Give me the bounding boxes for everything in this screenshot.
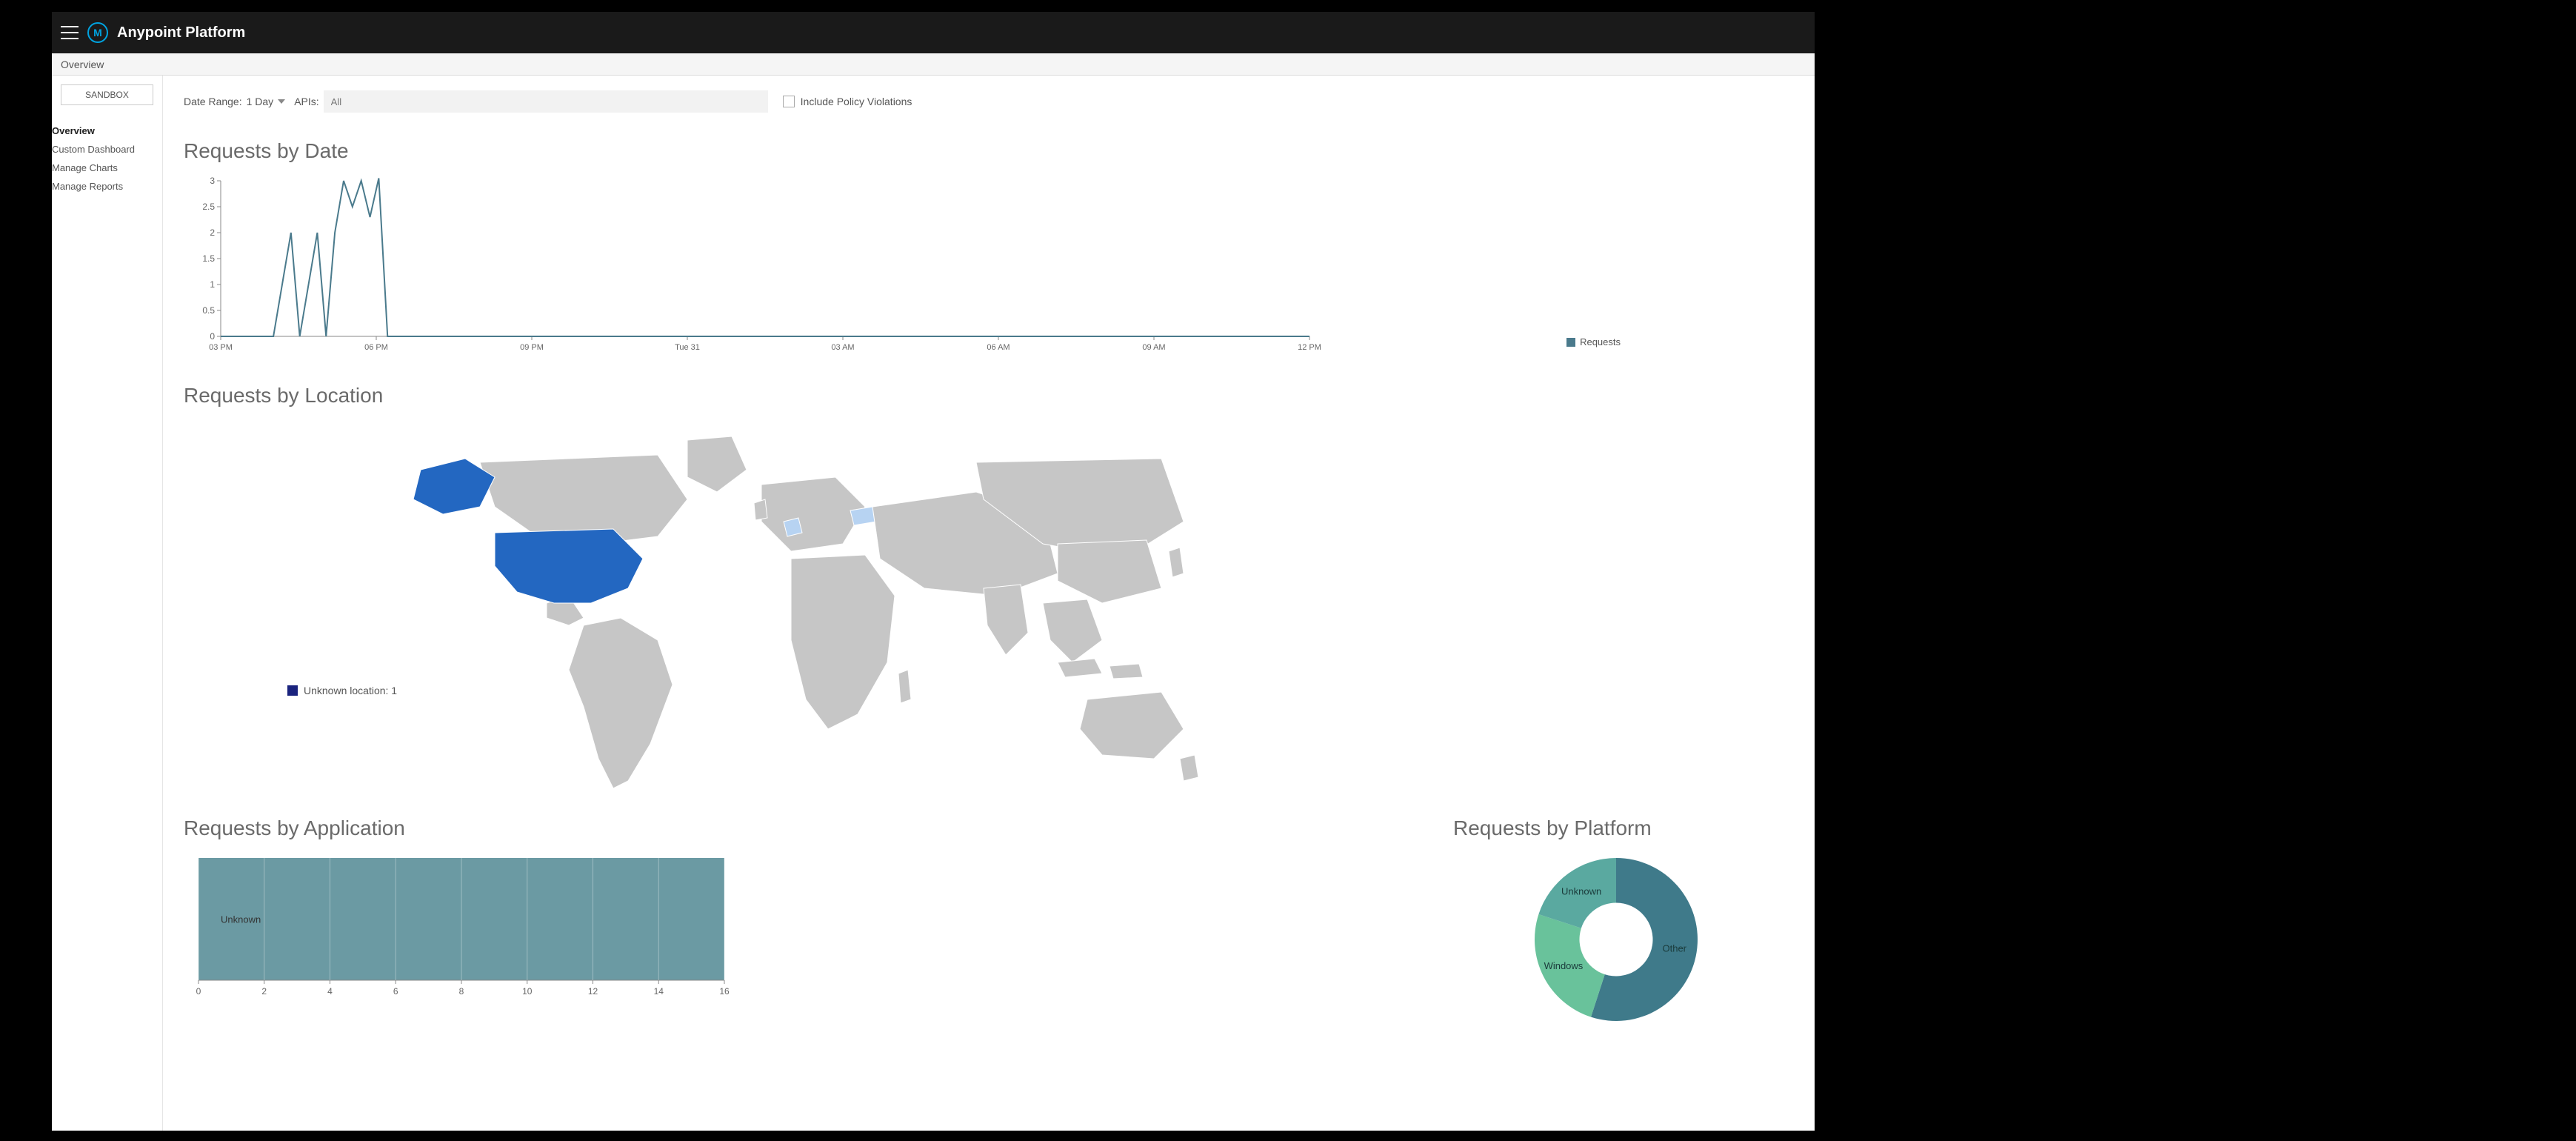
date-range-label: Date Range:: [184, 96, 242, 107]
requests-by-platform-chart: Other Windows Unknown: [1527, 851, 1705, 1028]
svg-text:09 PM: 09 PM: [520, 343, 544, 352]
breadcrumb-label: Overview: [61, 59, 104, 70]
svg-text:06 PM: 06 PM: [364, 343, 388, 352]
date-range-value: 1 Day: [247, 96, 274, 107]
svg-text:Unknown: Unknown: [1561, 885, 1601, 897]
svg-text:Tue 31: Tue 31: [675, 343, 700, 352]
environment-selector[interactable]: SANDBOX: [61, 84, 153, 105]
svg-text:16: 16: [719, 986, 730, 997]
sidebar-item-manage-charts[interactable]: Manage Charts: [52, 159, 162, 177]
legend-requests: Requests: [1566, 336, 1621, 347]
svg-text:09 AM: 09 AM: [1142, 343, 1165, 352]
svg-text:14: 14: [654, 986, 664, 997]
svg-text:12: 12: [588, 986, 598, 997]
svg-text:12 PM: 12 PM: [1298, 343, 1321, 352]
svg-text:2: 2: [261, 986, 267, 997]
date-range-selector[interactable]: Date Range: 1 Day: [184, 96, 285, 107]
logo-icon: M: [87, 22, 108, 43]
svg-text:1: 1: [210, 279, 215, 290]
legend-swatch: [287, 685, 298, 696]
checkbox-label: Include Policy Violations: [801, 96, 912, 107]
svg-text:1.5: 1.5: [202, 253, 215, 264]
apis-filter: APIs:: [294, 90, 767, 113]
svg-text:03 AM: 03 AM: [831, 343, 854, 352]
svg-text:03 PM: 03 PM: [209, 343, 233, 352]
svg-text:2: 2: [210, 227, 215, 238]
requests-by-application-chart: Unknown 0 2 4 6 8 10 12 14 16: [184, 851, 732, 999]
svg-text:3: 3: [210, 176, 215, 186]
svg-text:4: 4: [327, 986, 333, 997]
section-title-requests-by-location: Requests by Location: [184, 384, 1794, 408]
chevron-down-icon: [278, 99, 285, 104]
sidebar: SANDBOX OverviewCustom DashboardManage C…: [52, 76, 163, 1131]
app-title: Anypoint Platform: [117, 24, 245, 41]
svg-text:0: 0: [210, 331, 215, 342]
requests-by-location-map: Unknown location: 1: [273, 418, 1206, 803]
section-title-requests-by-platform: Requests by Platform: [1453, 816, 1794, 840]
section-title-requests-by-application: Requests by Application: [184, 816, 732, 840]
svg-text:2.5: 2.5: [202, 202, 215, 212]
svg-text:0: 0: [196, 986, 201, 997]
apis-label: APIs:: [294, 96, 318, 107]
sidebar-item-overview[interactable]: Overview: [52, 122, 162, 140]
svg-text:8: 8: [459, 986, 464, 997]
svg-text:06 AM: 06 AM: [987, 343, 1010, 352]
apis-input[interactable]: [324, 90, 768, 113]
requests-by-date-chart: 0 0.5 1 1.5 2 2.5 3 03 PM 06 PM 09 PM Tue 31 03 AM 0…: [184, 173, 1324, 359]
topbar: M Anypoint Platform: [52, 12, 1815, 53]
section-title-requests-by-date: Requests by Date: [184, 139, 1794, 163]
svg-text:6: 6: [393, 986, 398, 997]
checkbox-icon: [783, 96, 795, 107]
svg-text:0.5: 0.5: [202, 305, 215, 316]
app-window: M Anypoint Platform Overview SANDBOX Ove…: [52, 12, 1815, 1131]
sidebar-item-custom-dashboard[interactable]: Custom Dashboard: [52, 140, 162, 159]
svg-text:Unknown: Unknown: [221, 914, 261, 925]
main-content: Date Range: 1 Day APIs: Include Policy V…: [163, 76, 1815, 1131]
map-legend: Unknown location: 1: [287, 685, 397, 696]
filter-row: Date Range: 1 Day APIs: Include Policy V…: [184, 89, 1794, 114]
svg-text:Windows: Windows: [1544, 960, 1584, 971]
sidebar-item-manage-reports[interactable]: Manage Reports: [52, 177, 162, 196]
svg-text:10: 10: [522, 986, 533, 997]
menu-icon[interactable]: [61, 26, 79, 39]
svg-text:Other: Other: [1663, 942, 1687, 954]
breadcrumb: Overview: [52, 53, 1815, 76]
map-legend-label: Unknown location: 1: [304, 685, 397, 696]
policy-violations-checkbox[interactable]: Include Policy Violations: [783, 96, 912, 107]
